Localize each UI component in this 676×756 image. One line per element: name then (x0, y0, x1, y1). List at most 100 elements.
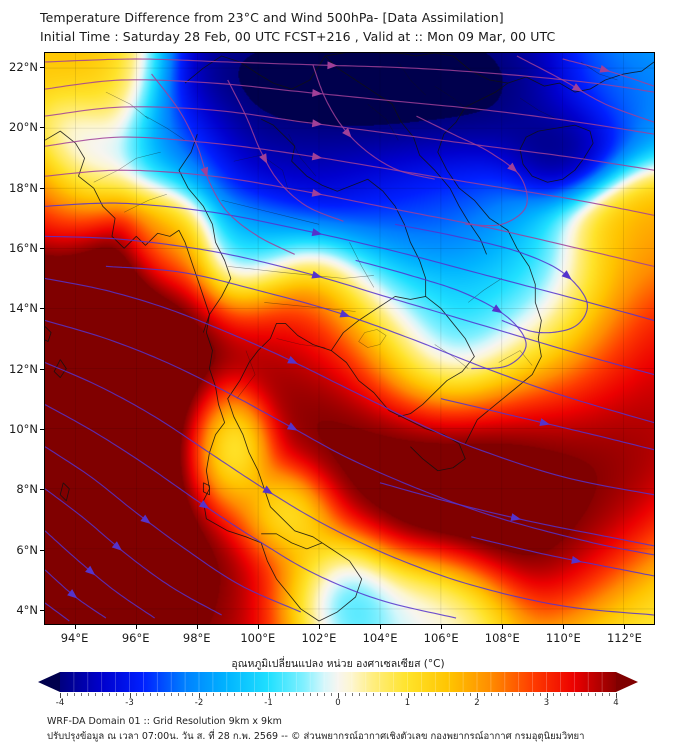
y-tick-mark (40, 368, 44, 370)
map-overlay (45, 53, 654, 624)
colorbar-minor-tick (101, 693, 103, 696)
colorbar-tick-label: 2 (474, 698, 480, 708)
y-tick-mark (40, 127, 44, 129)
colorbar-minor-tick (143, 693, 145, 696)
colorbar-tick-label: 3 (543, 698, 550, 708)
colorbar-minor-tick (344, 693, 346, 696)
footer-block: WRF-DA Domain 01 :: Grid Resolution 9km … (47, 714, 667, 744)
colorbar-minor-tick (254, 693, 256, 696)
colorbar-minor-tick (275, 693, 277, 696)
colorbar-minor-tick (310, 693, 312, 696)
colorbar-major-tick (199, 693, 200, 698)
colorbar-tick-label: -3 (125, 698, 134, 708)
x-tick-mark (563, 625, 565, 629)
colorbar-minor-tick (553, 693, 555, 696)
y-tick-label: 22°N (9, 60, 38, 75)
colorbar-major-tick (616, 693, 617, 698)
y-tick-mark (40, 489, 44, 491)
colorbar-over-arrow (616, 672, 638, 692)
x-tick-mark (624, 625, 626, 629)
colorbar-tick-label: 1 (404, 698, 411, 708)
colorbar-minor-tick (171, 693, 173, 696)
y-tick-mark (40, 428, 44, 430)
colorbar-minor-tick (456, 693, 458, 696)
chart-title-line-1: Temperature Difference from 23°C and Win… (40, 10, 504, 25)
x-tick-label: 104°E (362, 631, 398, 645)
colorbar-minor-tick (365, 693, 367, 696)
colorbar-minor-tick (296, 693, 298, 696)
x-tick-mark (135, 625, 137, 629)
colorbar-minor-tick (602, 693, 604, 696)
temperature-field-canvas (45, 53, 654, 624)
x-tick-label: 106°E (423, 631, 459, 645)
colorbar-minor-tick (219, 693, 221, 696)
x-tick-label: 112°E (606, 631, 642, 645)
colorbar-minor-tick (497, 693, 499, 696)
colorbar-minor-tick (205, 693, 207, 696)
colorbar-minor-tick (324, 693, 326, 696)
colorbar-minor-tick (414, 693, 416, 696)
colorbar-segment-seams (73, 672, 603, 692)
colorbar-minor-tick (490, 693, 492, 696)
colorbar-minor-tick (428, 693, 430, 696)
x-tick-mark (318, 625, 320, 629)
x-tick-mark (74, 625, 76, 629)
x-tick-mark (257, 625, 259, 629)
colorbar-minor-tick (289, 693, 291, 696)
colorbar-minor-tick (233, 693, 235, 696)
colorbar-minor-tick (372, 693, 374, 696)
x-tick-label: 110°E (545, 631, 581, 645)
colorbar-minor-tick (240, 693, 242, 696)
y-tick-mark (40, 549, 44, 551)
colorbar-major-tick (268, 693, 270, 698)
x-tick-label: 94°E (60, 631, 89, 645)
colorbar-minor-tick (115, 693, 117, 696)
x-tick-mark (502, 625, 504, 629)
colorbar-major-tick (546, 693, 548, 698)
colorbar-minor-tick (504, 693, 506, 696)
colorbar-minor-tick (518, 693, 520, 696)
colorbar-minor-tick (386, 693, 388, 696)
chart-title-block: Temperature Difference from 23°C and Win… (40, 8, 660, 46)
colorbar-minor-tick (483, 693, 485, 696)
colorbar-block: อุณหภูมิเปลี่ยนแปลง หน่วย องศาเซลเซียส (… (0, 655, 676, 710)
colorbar-minor-tick (574, 693, 576, 696)
colorbar-minor-tick (192, 693, 194, 696)
colorbar-minor-tick (560, 693, 562, 696)
colorbar-minor-tick (567, 693, 569, 696)
colorbar-gradient (38, 671, 638, 693)
map-plot-area (44, 52, 655, 625)
y-tick-label: 16°N (9, 241, 38, 256)
colorbar-minor-tick (588, 693, 590, 696)
colorbar-minor-tick (525, 693, 527, 696)
x-tick-label: 102°E (301, 631, 337, 645)
colorbar-under-arrow (38, 672, 60, 692)
colorbar-minor-tick (317, 693, 319, 696)
colorbar-minor-tick (247, 693, 249, 696)
colorbar-minor-tick (136, 693, 138, 696)
colorbar-minor-tick (379, 693, 381, 696)
x-tick-label: 100°E (240, 631, 276, 645)
colorbar-minor-tick (261, 693, 263, 696)
colorbar-minor-tick (539, 693, 541, 696)
colorbar-minor-tick (400, 693, 402, 696)
y-tick-label: 14°N (9, 301, 38, 316)
colorbar-tick-label: 0 (335, 698, 341, 708)
colorbar-ticks: -4 -3 -2 -1 0 1 2 3 4 (38, 693, 638, 709)
colorbar-minor-tick (282, 693, 284, 696)
colorbar-major-tick (407, 693, 409, 698)
colorbar-tick-label: -2 (194, 698, 204, 708)
x-tick-mark (441, 625, 443, 629)
colorbar-minor-tick (331, 693, 333, 696)
colorbar-minor-tick (435, 693, 437, 696)
y-tick-mark (40, 187, 44, 189)
x-tick-label: 98°E (182, 631, 211, 645)
chart-subtitle-line-2: Initial Time : Saturday 28 Feb, 00 UTC F… (40, 29, 556, 44)
colorbar-minor-tick (122, 693, 124, 696)
colorbar-minor-tick (442, 693, 444, 696)
colorbar-minor-tick (185, 693, 187, 696)
colorbar-major-tick (129, 693, 131, 698)
y-tick-label: 4°N (16, 602, 38, 617)
x-tick-label: 96°E (121, 631, 150, 645)
y-tick-label: 12°N (9, 361, 38, 376)
